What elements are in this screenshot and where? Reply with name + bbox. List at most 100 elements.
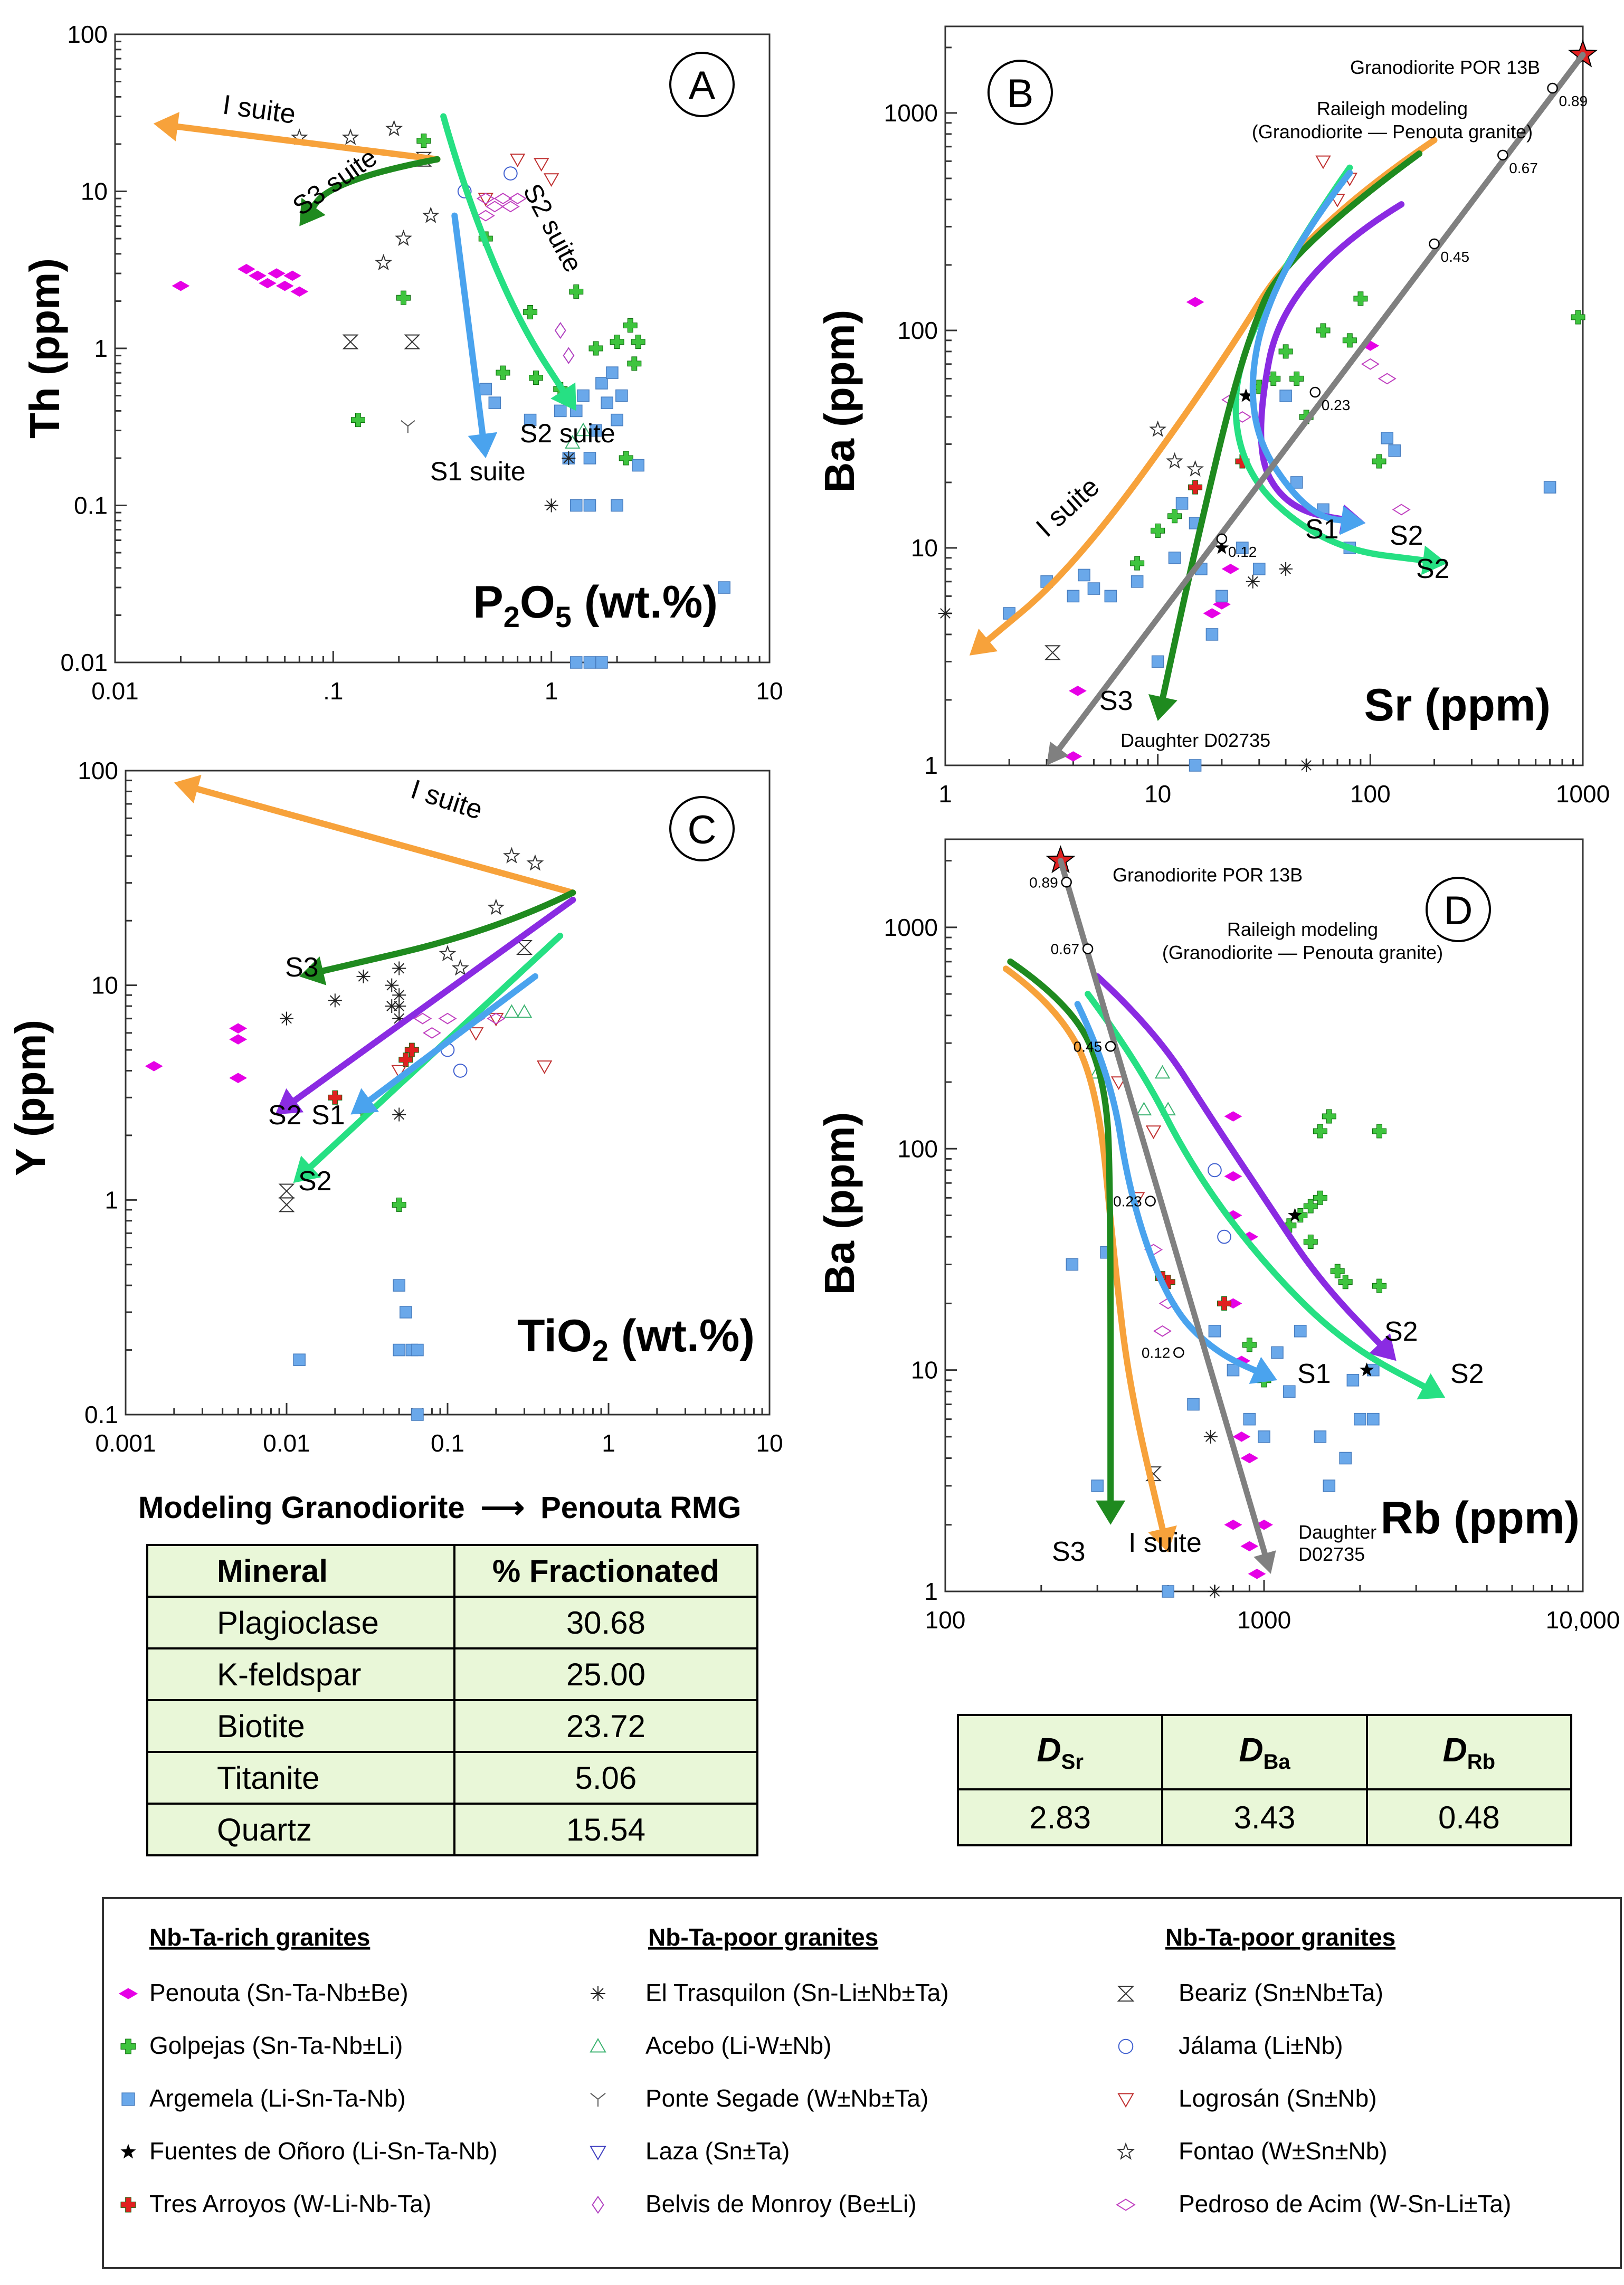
legend-label: Tres Arroyos (W-Li-Nb-Ta)	[149, 2190, 431, 2217]
axis-ticks	[114, 33, 771, 663]
trend-arrowhead	[174, 774, 202, 803]
trend-arrowhead	[1417, 1373, 1446, 1400]
trend-label-i-suite: I suite	[407, 774, 486, 826]
chart-panel-a: 0.01 .1 1 10 100 10 1 0.1 0.01 Th (ppm) P2O5 (w…	[21, 21, 783, 705]
data-point	[1329, 194, 1345, 207]
legend-label: Argemela (Li-Sn-Ta-Nb)	[149, 2084, 406, 2112]
data-point	[1279, 562, 1293, 576]
data-point	[172, 280, 190, 291]
trend-label-s2: S2	[268, 1100, 302, 1131]
data-point	[487, 898, 505, 915]
trend-label-s2b: S2	[1416, 554, 1450, 584]
trend-line-s1	[1074, 1001, 1258, 1374]
data-point	[1151, 655, 1164, 668]
trend-arrowhead	[969, 628, 998, 656]
data-point	[416, 134, 431, 148]
data-point	[524, 413, 537, 426]
data-point	[1166, 452, 1184, 469]
trend-label-s3: S3	[285, 952, 319, 983]
data-point	[1322, 1109, 1336, 1124]
data-point	[496, 365, 510, 380]
data-point	[493, 193, 512, 205]
data-point	[145, 1061, 163, 1072]
legend-label: Penouta (Sn-Ta-Nb±Be)	[149, 1979, 409, 2006]
trend-arrowhead	[1249, 1357, 1278, 1384]
data-point	[393, 1279, 405, 1292]
data-point	[1087, 582, 1100, 595]
trend-label-s2: S2	[1390, 520, 1423, 551]
trend-line-s1	[367, 973, 538, 1103]
value-d-sr: 2.83	[956, 1788, 1164, 1846]
x-tick-labels: 0.001 0.01 0.1 1 10	[95, 1429, 783, 1457]
x-axis-label: Sr (ppm)	[1364, 680, 1551, 731]
x-tick-label: 1	[938, 780, 952, 808]
y-tick-label: 0.01	[60, 649, 108, 676]
data-point	[509, 154, 526, 167]
data-point	[249, 270, 267, 281]
legend-label: Belvis de Monroy (Be±Li)	[645, 2190, 917, 2217]
fraction-marker	[1309, 386, 1321, 398]
modeling-title-left: Modeling Granodiorite	[138, 1491, 465, 1525]
trend-label-s2b: S2	[1450, 1359, 1484, 1389]
data-point	[1303, 1199, 1318, 1213]
data-point	[1252, 563, 1266, 575]
data-point	[526, 854, 544, 871]
data-point	[1543, 481, 1556, 494]
legend-marker	[1117, 1986, 1135, 2002]
trend-arrowhead	[1369, 1333, 1397, 1361]
data-point	[601, 396, 613, 409]
data-point	[1361, 340, 1380, 351]
mineral-name: Quartz	[146, 1803, 455, 1856]
data-point	[610, 335, 624, 349]
data-point	[1066, 1258, 1079, 1271]
legend-label: Fuentes de Oñoro (Li-Sn-Ta-Nb)	[149, 2137, 498, 2165]
annotation-granodiorite: Granodiorite POR 13B	[1113, 864, 1303, 886]
header-d-ba: DBa	[1161, 1714, 1368, 1790]
mineral-value: 30.68	[453, 1596, 759, 1649]
data-point	[508, 193, 527, 205]
trend-arrowhead	[1096, 1500, 1126, 1525]
data-point	[534, 158, 549, 172]
data-point	[1217, 1296, 1232, 1311]
y-tick-labels: 1000 100 10 1	[884, 99, 938, 779]
legend-marker	[120, 2197, 136, 2213]
annotation-raileigh-sub: (Granodiorite — Penouta granite)	[1252, 121, 1533, 143]
legend	[102, 1897, 1622, 2269]
data-point	[528, 371, 543, 385]
data-point	[1091, 1480, 1104, 1492]
legend-marker	[1117, 2093, 1134, 2108]
fraction-marker	[1145, 1196, 1156, 1207]
data-point	[485, 201, 504, 213]
table-row: Biotite 23.72	[146, 1699, 759, 1753]
data-point	[1153, 1325, 1172, 1337]
legend-label: Laza (Sn±Ta)	[645, 2137, 790, 2165]
data-point	[1110, 1076, 1127, 1091]
trend-arrowhead	[299, 956, 327, 985]
data-point	[1232, 1431, 1251, 1442]
data-point	[1214, 540, 1229, 554]
y-tick-label: 1000	[884, 99, 938, 127]
trend-arrowhead	[293, 1155, 321, 1183]
legend-label: Beariz (Sn±Nb±Ta)	[1179, 1979, 1383, 2006]
legend-items: Penouta (Sn-Ta-Nb±Be) Golpejas (Sn-Ta-Nb±…	[118, 1979, 1511, 2217]
legend-label: Fontao (W±Sn±Nb)	[1179, 2137, 1388, 2165]
data-point	[503, 166, 518, 181]
data-point	[632, 459, 644, 472]
x-tick-label: .1	[323, 677, 343, 705]
y-tick-label: 100	[897, 1135, 938, 1162]
data-point	[583, 452, 596, 464]
data-point	[575, 422, 591, 437]
data-point	[392, 1107, 406, 1122]
data-point	[1313, 1190, 1327, 1205]
x-tick-label: 0.001	[95, 1429, 156, 1457]
data-point	[554, 322, 566, 339]
panel-letter: D	[1444, 888, 1473, 933]
panel-letter-circle	[669, 52, 735, 117]
y-tick-label: 10	[911, 1357, 938, 1384]
fraction-label: 0.23	[1113, 1193, 1142, 1209]
data-point	[1208, 1163, 1222, 1178]
data-point	[1381, 432, 1394, 444]
data-point	[1221, 564, 1240, 574]
data-point	[583, 499, 596, 512]
data-point	[611, 413, 623, 426]
